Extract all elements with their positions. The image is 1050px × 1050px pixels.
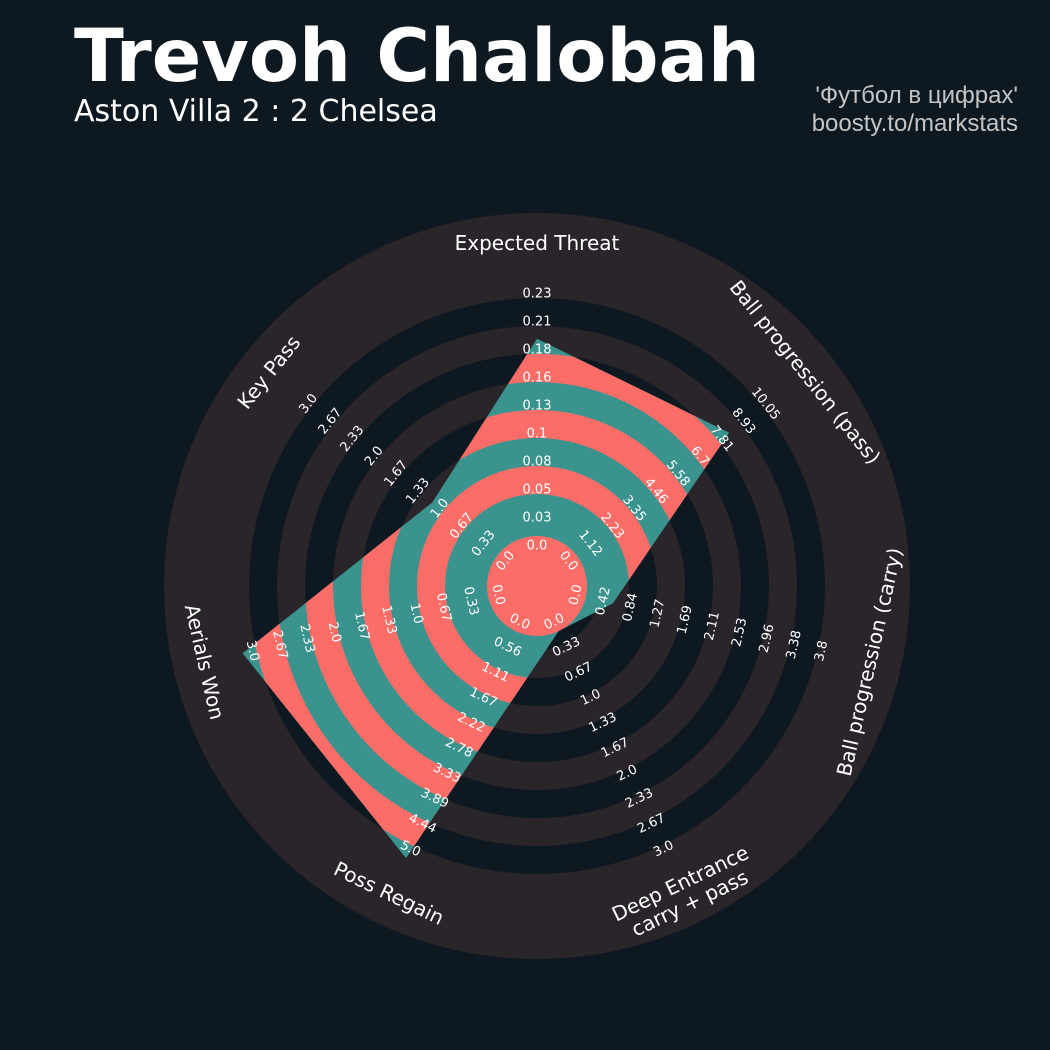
tick-label: 2.96 [757, 623, 778, 655]
parameter-label-line: Expected Threat [455, 231, 620, 255]
tick-label: 0.16 [523, 371, 552, 386]
radar-fill-core [487, 536, 587, 636]
tick-label: 2.0 [325, 621, 344, 645]
tick-label: 0.84 [620, 592, 641, 624]
tick-label: 1.69 [675, 604, 696, 636]
tick-label: 1.27 [647, 598, 668, 630]
tick-label: 0.0 [488, 583, 507, 607]
tick-label: 0.13 [523, 399, 552, 414]
tick-label: 0.05 [523, 483, 552, 498]
tick-label: 3.8 [812, 639, 831, 663]
tick-label: 0.0 [566, 583, 585, 607]
credit-block: 'Футбол в цифрах' boosty.to/markstats [812, 82, 1018, 138]
tick-label: 0.03 [523, 511, 552, 526]
tick-label: 0.0 [527, 539, 548, 554]
credit-line-2: boosty.to/markstats [811, 110, 1018, 137]
tick-label: 2.67 [269, 629, 290, 661]
tick-label: 1.33 [378, 604, 399, 636]
tick-label: 0.21 [523, 315, 552, 330]
tick-label: 3.0 [243, 639, 262, 663]
credit-line-1: 'Футбол в цифрах' [815, 82, 1018, 109]
tick-label: 0.18 [523, 343, 552, 358]
tick-label: 1.0 [406, 602, 425, 626]
tick-label: 2.11 [702, 610, 723, 642]
tick-label: 0.08 [523, 455, 552, 470]
tick-label: 2.33 [296, 623, 317, 655]
parameter-label: Expected Threat [455, 231, 620, 255]
tick-label: 0.23 [523, 287, 552, 302]
tick-label: 2.53 [729, 617, 750, 649]
tick-label: 0.33 [460, 585, 481, 617]
tick-label: 3.38 [784, 629, 805, 661]
tick-label: 1.67 [351, 610, 372, 642]
match-subtitle: Aston Villa 2 : 2 Chelsea [74, 94, 438, 129]
tick-label: 0.1 [527, 427, 548, 442]
tick-label: 0.42 [593, 585, 614, 617]
player-name-title: Trevoh Chalobah [74, 14, 760, 99]
tick-label: 0.67 [433, 592, 454, 624]
